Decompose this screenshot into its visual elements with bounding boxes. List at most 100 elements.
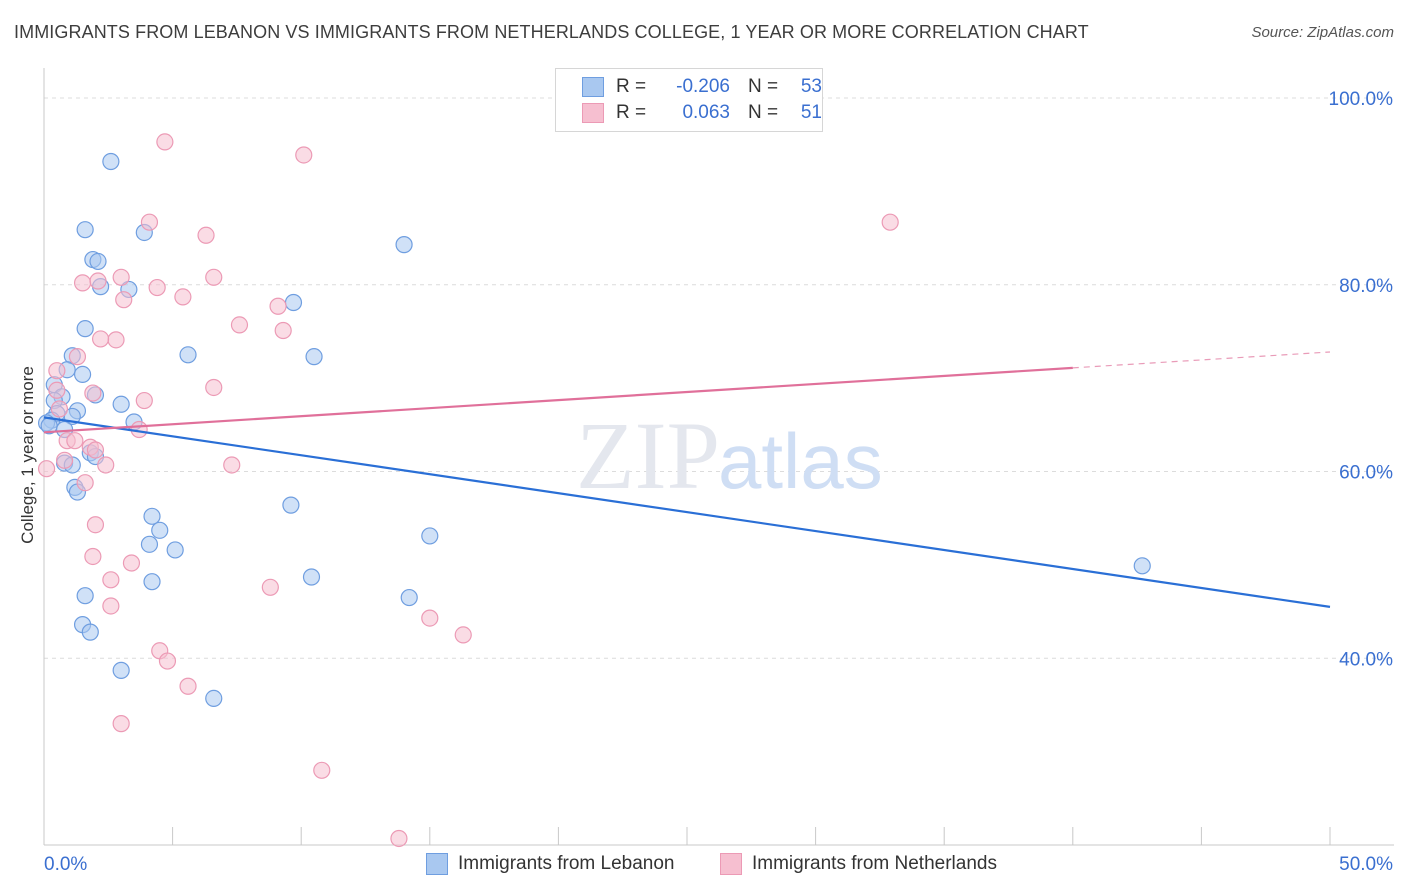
lebanon-point <box>305 348 323 366</box>
lebanon-point <box>73 365 92 383</box>
y-tick-label: 60.0% <box>1339 463 1393 484</box>
trend-lines <box>43 351 1331 608</box>
netherlands-point <box>112 715 130 733</box>
netherlands-point <box>89 272 107 290</box>
netherlands-point <box>73 274 92 292</box>
watermark-zip: ZIP <box>576 402 720 509</box>
legend-r-label: R = <box>616 76 647 97</box>
netherlands-point <box>223 456 241 474</box>
lebanon-point <box>81 623 99 641</box>
lebanon-point <box>140 535 159 553</box>
lebanon-point <box>395 236 413 254</box>
netherlands-trend-extension <box>1072 351 1331 369</box>
netherlands-point <box>174 288 192 306</box>
bottom-legend-label-netherlands: Immigrants from Netherlands <box>752 853 997 874</box>
netherlands-point <box>48 381 66 399</box>
netherlands-point <box>261 578 279 596</box>
lebanon-point <box>302 568 321 586</box>
bottom-legend-swatch-lebanon <box>426 853 448 875</box>
netherlands-point <box>156 133 174 151</box>
legend-n-value: 51 <box>800 102 822 123</box>
netherlands-point <box>205 378 223 397</box>
legend-r-value: 0.063 <box>682 102 730 123</box>
netherlands-point <box>421 609 439 627</box>
lebanon-point <box>400 588 418 607</box>
netherlands-point <box>313 761 331 779</box>
netherlands-point <box>454 626 472 644</box>
netherlands-point <box>66 432 84 450</box>
y-tick-label: 100.0% <box>1329 89 1394 110</box>
legend-n-label: N = <box>748 76 779 97</box>
netherlands-point <box>68 348 87 366</box>
lebanon-point <box>76 221 94 239</box>
netherlands-point <box>148 278 166 297</box>
lebanon-point <box>1133 557 1151 575</box>
legend-row-lebanon: R = -0.206 N = 53 <box>582 74 822 100</box>
x-tick-label: 50.0% <box>1339 854 1393 875</box>
lebanon-point <box>89 252 107 271</box>
netherlands-point <box>230 316 249 334</box>
lebanon-point <box>143 573 161 591</box>
netherlands-point <box>84 384 102 402</box>
netherlands-point <box>158 652 177 670</box>
netherlands-point <box>881 213 899 231</box>
y-tick-label: 80.0% <box>1339 276 1393 297</box>
netherlands-point <box>55 451 74 469</box>
lebanon-point <box>112 661 130 679</box>
lebanon-point <box>205 689 223 708</box>
bottom-legend-netherlands: Immigrants from Netherlands <box>720 852 997 876</box>
lebanon-point <box>102 152 120 171</box>
netherlands-point <box>112 268 130 286</box>
netherlands-point <box>205 268 223 286</box>
lebanon-point <box>421 527 439 545</box>
tick-labels: 100.0% 80.0% 60.0% 40.0% 0.0% 50.0% <box>44 89 1393 875</box>
netherlands-point <box>86 516 105 534</box>
netherlands-point <box>37 460 56 478</box>
correlation-legend: R = -0.206 N = 53 R = 0.063 N = 51 <box>555 68 823 132</box>
bottom-legend-swatch-netherlands <box>720 853 742 875</box>
netherlands-point <box>102 597 120 615</box>
lebanon-point <box>112 395 130 413</box>
lebanon-trend-line <box>43 416 1331 608</box>
legend-r-value: -0.206 <box>676 76 730 97</box>
data-points <box>37 133 1151 848</box>
lebanon-point <box>282 496 300 514</box>
netherlands-point <box>91 330 110 348</box>
netherlands-point <box>102 571 120 589</box>
netherlands-trend-line <box>43 366 1073 434</box>
legend-row-netherlands: R = 0.063 N = 51 <box>582 100 822 126</box>
netherlands-point <box>295 146 313 164</box>
lebanon-point <box>284 293 303 312</box>
lebanon-point <box>76 320 94 338</box>
lebanon-point <box>179 346 197 364</box>
y-tick-label: 40.0% <box>1339 649 1393 670</box>
bottom-legend-lebanon: Immigrants from Lebanon <box>426 852 675 876</box>
netherlands-point <box>135 391 153 410</box>
netherlands-point <box>122 554 141 572</box>
source-credit: Source: ZipAtlas.com <box>1251 24 1394 41</box>
chart-title: IMMIGRANTS FROM LEBANON VS IMMIGRANTS FR… <box>14 22 1089 42</box>
netherlands-point <box>269 297 287 315</box>
netherlands-point <box>115 291 133 309</box>
lebanon-point <box>166 541 184 559</box>
netherlands-point <box>76 474 94 492</box>
legend-n-label: N = <box>748 102 779 123</box>
lebanon-point <box>151 521 169 539</box>
netherlands-point <box>97 456 115 474</box>
x-tick-label: 0.0% <box>44 854 87 875</box>
netherlands-point <box>86 441 105 459</box>
legend-n-value: 53 <box>800 76 822 97</box>
netherlands-point <box>179 677 197 695</box>
legend-swatch-netherlands <box>582 103 604 123</box>
netherlands-point <box>390 829 408 848</box>
lebanon-point <box>143 507 161 525</box>
netherlands-point <box>140 213 159 231</box>
netherlands-point <box>84 547 102 566</box>
lebanon-point <box>76 587 94 605</box>
netherlands-point <box>274 321 292 340</box>
netherlands-point <box>50 400 69 418</box>
netherlands-point <box>48 362 66 380</box>
watermark-atlas: atlas <box>718 417 883 505</box>
legend-swatch-lebanon <box>582 77 604 97</box>
